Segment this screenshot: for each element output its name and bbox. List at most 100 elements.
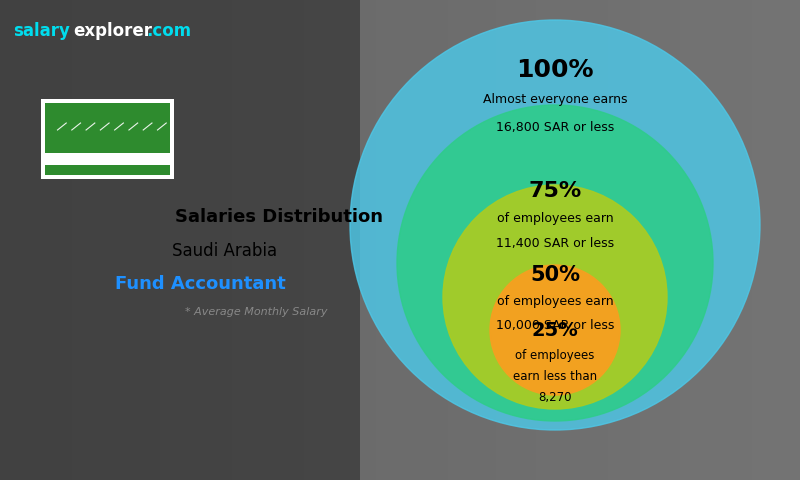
Bar — [592, 0, 600, 480]
Bar — [616, 0, 624, 480]
Bar — [632, 0, 640, 480]
Bar — [0, 0, 8, 480]
Bar — [688, 0, 696, 480]
Circle shape — [397, 105, 713, 421]
Bar — [376, 0, 384, 480]
Bar — [624, 0, 632, 480]
Bar — [80, 0, 88, 480]
Bar — [240, 0, 248, 480]
Bar — [352, 0, 360, 480]
Bar — [312, 0, 320, 480]
Text: 100%: 100% — [516, 58, 594, 82]
Bar — [208, 0, 216, 480]
Bar — [584, 0, 592, 480]
Bar — [72, 0, 80, 480]
Bar — [560, 0, 568, 480]
Bar — [784, 0, 792, 480]
Bar — [488, 0, 496, 480]
Bar — [8, 0, 16, 480]
Text: explorer: explorer — [73, 22, 152, 40]
Bar — [152, 0, 160, 480]
Bar — [128, 0, 136, 480]
Bar — [248, 0, 256, 480]
Bar — [104, 0, 112, 480]
Bar — [672, 0, 680, 480]
Bar — [664, 0, 672, 480]
Bar — [728, 0, 736, 480]
Bar — [464, 0, 472, 480]
Bar — [696, 0, 704, 480]
Bar — [112, 0, 120, 480]
Bar — [456, 0, 464, 480]
Bar — [424, 0, 432, 480]
Bar — [544, 0, 552, 480]
Bar — [704, 0, 712, 480]
Bar — [224, 0, 232, 480]
Bar — [48, 0, 56, 480]
Bar — [64, 0, 72, 480]
Bar — [336, 0, 344, 480]
Text: .com: .com — [146, 22, 191, 40]
Bar — [120, 0, 128, 480]
Bar — [56, 0, 64, 480]
Bar — [192, 0, 200, 480]
Bar — [504, 0, 512, 480]
Bar — [136, 0, 144, 480]
Bar — [216, 0, 224, 480]
Text: 50%: 50% — [530, 265, 580, 285]
Bar — [768, 0, 776, 480]
Text: Fund Accountant: Fund Accountant — [114, 275, 286, 293]
Bar — [576, 0, 584, 480]
Bar — [752, 0, 760, 480]
Bar — [440, 0, 448, 480]
Bar — [264, 0, 272, 480]
Text: Saudi Arabia: Saudi Arabia — [173, 242, 278, 260]
Text: 25%: 25% — [532, 321, 578, 339]
Text: 75%: 75% — [528, 181, 582, 201]
Bar — [288, 0, 296, 480]
Bar — [496, 0, 504, 480]
Bar — [400, 0, 408, 480]
Bar — [45, 153, 170, 165]
Bar — [280, 0, 288, 480]
Bar — [520, 0, 528, 480]
Text: 16,800 SAR or less: 16,800 SAR or less — [496, 120, 614, 133]
Bar — [24, 0, 32, 480]
Bar — [744, 0, 752, 480]
Bar — [472, 0, 480, 480]
Text: * Average Monthly Salary: * Average Monthly Salary — [185, 307, 327, 317]
Circle shape — [350, 20, 760, 430]
Bar — [736, 0, 744, 480]
Bar — [480, 0, 488, 480]
Bar — [272, 0, 280, 480]
Text: of employees earn: of employees earn — [497, 295, 614, 308]
Bar — [168, 0, 176, 480]
Bar — [16, 0, 24, 480]
Bar — [408, 0, 416, 480]
Bar — [640, 0, 648, 480]
Bar — [384, 0, 392, 480]
Circle shape — [490, 265, 620, 395]
Bar — [608, 0, 616, 480]
Bar — [200, 0, 208, 480]
Bar — [160, 0, 168, 480]
Bar — [648, 0, 656, 480]
Bar — [45, 103, 170, 175]
Text: 8,270: 8,270 — [538, 391, 572, 404]
Bar — [328, 0, 336, 480]
Bar — [360, 0, 368, 480]
Bar — [88, 0, 96, 480]
Bar — [512, 0, 520, 480]
Bar — [432, 0, 440, 480]
Bar — [144, 0, 152, 480]
Bar — [32, 0, 40, 480]
Bar — [0, 0, 360, 480]
Bar — [536, 0, 544, 480]
Bar — [720, 0, 728, 480]
Bar — [256, 0, 264, 480]
Text: Almost everyone earns: Almost everyone earns — [482, 94, 627, 107]
Bar — [656, 0, 664, 480]
FancyBboxPatch shape — [41, 99, 174, 179]
Text: Salaries Distribution: Salaries Distribution — [175, 208, 383, 226]
Bar — [40, 0, 48, 480]
